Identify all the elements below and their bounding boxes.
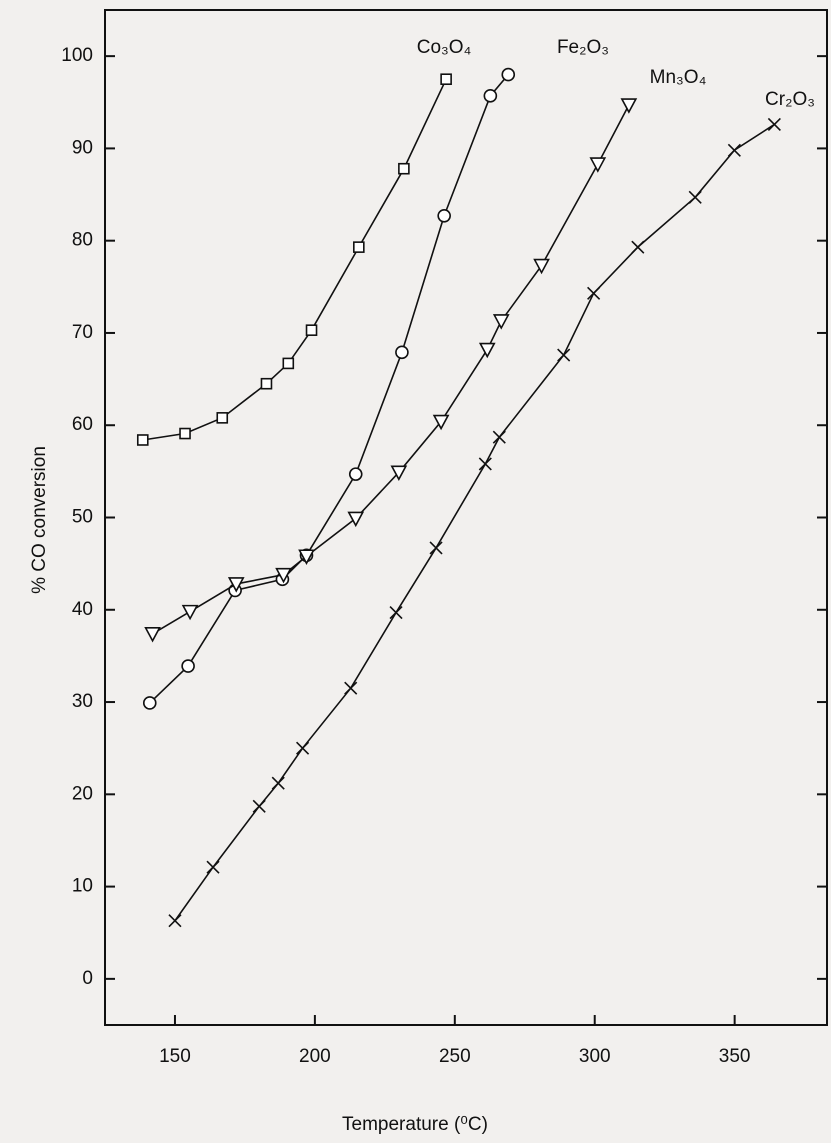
point — [432, 414, 450, 431]
point — [144, 626, 161, 643]
point — [437, 208, 451, 223]
point — [501, 67, 516, 82]
point — [206, 860, 220, 874]
x-tick-label: 350 — [719, 1046, 751, 1067]
point — [492, 314, 510, 330]
series-label: Cr₂O₃ — [765, 89, 815, 110]
point — [533, 258, 550, 275]
point — [478, 457, 492, 471]
y-tick-label: 20 — [72, 783, 93, 804]
plot-frame — [104, 9, 828, 1026]
y-axis-label: % CO conversion — [29, 446, 50, 594]
point — [305, 324, 318, 336]
point — [181, 659, 195, 673]
y-tick-label: 30 — [72, 691, 93, 712]
point — [181, 604, 199, 621]
point — [395, 345, 409, 360]
point — [589, 157, 607, 173]
series-label: Co₃O₄ — [417, 37, 472, 58]
y-tick-label: 10 — [72, 876, 93, 897]
x-tick-label: 250 — [439, 1046, 471, 1067]
x-tick-label: 300 — [579, 1046, 611, 1067]
point — [275, 567, 292, 584]
point — [557, 348, 571, 362]
point — [252, 799, 266, 813]
series-line — [142, 78, 447, 441]
point — [429, 541, 443, 555]
point — [142, 696, 157, 710]
y-tick-label: 0 — [82, 968, 93, 989]
series-line — [152, 104, 630, 635]
point — [348, 467, 363, 481]
y-tick-label: 70 — [72, 322, 93, 343]
point — [353, 241, 365, 253]
point — [492, 430, 506, 444]
point — [298, 549, 315, 565]
point — [216, 412, 229, 424]
point — [390, 465, 408, 481]
series-label: Mn₃O₄ — [650, 67, 707, 88]
y-tick-label: 90 — [72, 137, 93, 158]
point — [347, 511, 365, 528]
y-tick-label: 80 — [72, 230, 93, 251]
x-tick-label: 200 — [299, 1046, 331, 1067]
point — [271, 776, 285, 790]
y-tick-label: 60 — [72, 414, 93, 435]
point — [179, 427, 191, 440]
point — [587, 286, 601, 300]
point — [344, 681, 358, 695]
y-tick-label: 100 — [61, 45, 93, 66]
y-tick-label: 50 — [72, 507, 93, 528]
point — [767, 117, 781, 131]
series-label: Fe₂O₃ — [557, 37, 609, 58]
point — [168, 914, 182, 928]
point — [483, 89, 498, 103]
y-tick-label: 40 — [72, 599, 93, 620]
point — [136, 434, 149, 446]
point — [389, 605, 403, 620]
point — [260, 377, 273, 390]
series-line — [149, 74, 509, 704]
point — [227, 577, 245, 593]
point — [688, 190, 702, 204]
point — [727, 143, 741, 157]
point — [398, 162, 410, 175]
point — [620, 98, 638, 114]
point — [296, 741, 310, 755]
x-tick-label: 150 — [159, 1046, 191, 1067]
point — [478, 342, 496, 359]
point — [282, 357, 295, 370]
x-axis-label: Temperature (⁰C) — [342, 1114, 488, 1135]
point — [631, 240, 645, 254]
point — [440, 73, 452, 86]
series-line — [174, 123, 775, 922]
